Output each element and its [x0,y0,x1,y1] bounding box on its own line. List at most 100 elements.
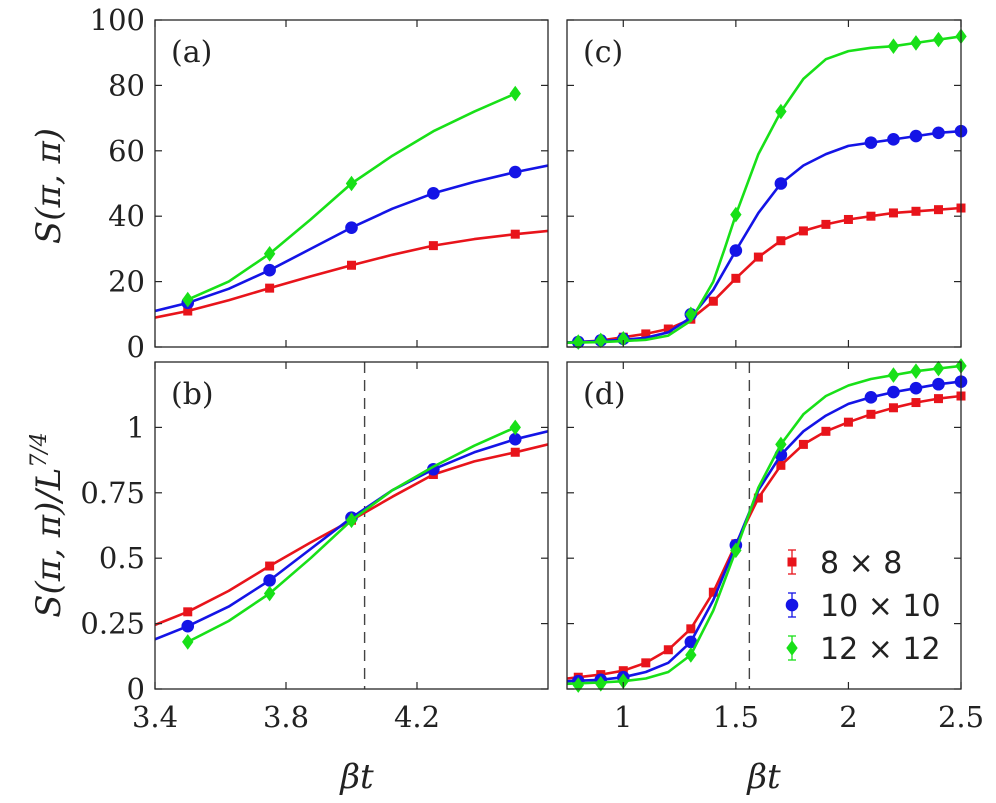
point-12x12-a [263,246,276,262]
legend-marker-12x12 [786,635,798,661]
y-tick-label-a: 100 [90,3,145,37]
point-8x8-b [265,561,275,571]
ylabel-top: S(π, π) [29,128,69,244]
point-8x8-c [776,236,786,246]
point-8x8-d [866,409,876,419]
y-tick-label-b: 0.75 [80,476,145,510]
point-8x8-d [753,493,763,503]
point-8x8-d [911,398,921,408]
point-8x8-d [641,658,651,668]
point-12x12-c [775,103,787,120]
point-8x8-d [708,587,718,597]
panel-d: 1 1.5 2 2.5 (d) [566,358,984,734]
point-10x10-c [774,177,788,190]
ylabel-bottom-exponent: 7/4 [27,432,52,467]
point-10x10-d [864,391,878,404]
ylabel-bottom: S(π, π)/L7/4 [27,432,69,618]
panel-label-c: (c) [583,35,623,70]
point-10x10-c [729,244,743,257]
point-8x8-d [798,439,808,449]
point-12x12-b [182,634,194,650]
legend-label-10x10: 10 × 10 [820,589,941,624]
point-10x10-d [932,377,945,391]
point-8x8-c [708,296,718,306]
point-12x12-c [910,35,922,51]
panel-a: 0 20 40 60 80 100 (a) [90,3,549,364]
point-8x8-d [686,624,696,634]
x-tick-label-d: 2 [839,700,857,734]
point-12x12-c [595,332,607,349]
x-tick-label-b: 3.8 [263,700,309,734]
point-12x12-d [572,677,584,693]
y-tick-label-a: 80 [108,68,145,102]
legend-marker-10x10 [785,592,799,618]
point-8x8-c [641,329,651,339]
point-8x8-a [183,306,193,316]
point-8x8-a [510,229,520,239]
point-12x12-b [345,512,358,529]
point-8x8-c [933,205,943,215]
point-8x8-c [821,219,831,229]
point-12x12-c [730,206,742,223]
point-12x12-d [932,360,945,377]
legend-marker-8x8 [787,549,797,575]
point-10x10-a [263,263,276,277]
point-8x8-c [843,214,853,224]
x-tick-label-d: 1.5 [713,700,759,734]
y-tick-label-a: 20 [108,265,145,299]
x-tick-label-b: 3.4 [132,700,178,734]
y-tick-label-a: 60 [108,134,145,168]
point-12x12-d [910,363,922,379]
legend-symbol-8x8 [787,557,797,567]
point-8x8-d [843,417,853,427]
legend-entry-12x12: 12 × 12 [786,632,941,667]
y-tick-label-a: 0 [127,330,145,364]
point-8x8-d [888,403,898,413]
panel-label-d: (d) [583,377,626,412]
legend: 8 × 8 10 × 10 12 × 12 [785,546,941,667]
legend-label-8x8: 8 × 8 [820,546,902,581]
axes-box-c [566,19,962,348]
point-10x10-a [345,221,358,234]
point-10x10-d [684,635,698,649]
y-tick-label-b: 0 [127,672,145,706]
point-8x8-a [265,283,275,293]
point-12x12-d [730,542,742,559]
point-10x10-c [864,136,878,149]
x-tick-label-b: 4.2 [394,700,440,734]
panel-label-a: (a) [171,35,212,70]
point-12x12-c [572,334,584,350]
plot-area-c [567,20,961,347]
xlabel-right: βt [745,757,781,797]
point-12x12-a [182,291,194,308]
point-10x10-d [909,381,923,395]
legend-entry-8x8: 8 × 8 [787,546,902,581]
axes-box-a [154,19,549,348]
point-10x10-c [909,129,923,143]
plot-area-d [567,362,961,689]
x-tick-label-d: 2.5 [938,700,984,734]
xlabel-left: βt [338,757,374,797]
point-12x12-d [595,675,607,692]
point-8x8-d [618,666,628,676]
legend-label-12x12: 12 × 12 [820,632,941,667]
point-12x12-c [685,306,697,323]
legend-entry-10x10: 10 × 10 [785,589,941,624]
legend-symbol-12x12 [786,640,798,656]
point-12x12-d [887,367,900,383]
point-12x12-d [775,436,787,453]
panel-label-b: (b) [171,377,214,412]
x-tick-label-d: 1 [614,700,632,734]
point-12x12-d [685,647,697,663]
point-8x8-a [428,241,438,251]
panel-b: 3.4 3.8 4.2 0 0.25 0.5 0.75 1 (b) [80,361,549,734]
y-tick-label-a: 40 [108,199,145,233]
point-10x10-b [508,432,522,446]
ylabel-bottom-base: S(π, π)/L [29,468,69,618]
point-8x8-b [510,447,520,457]
point-12x12-c [932,31,945,48]
point-10x10-a [508,165,522,179]
point-8x8-c [731,273,741,283]
y-tick-label-b: 0.25 [80,607,145,641]
